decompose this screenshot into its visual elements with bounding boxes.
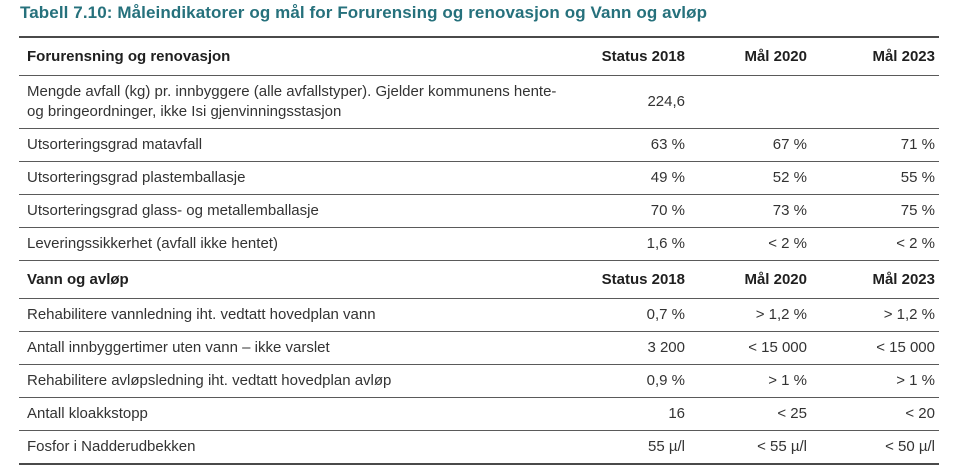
cell-status-2018: 70 % (650, 202, 685, 219)
cell-mal-2023: < 2 % (896, 235, 935, 252)
cell-status-2018: 16 (668, 405, 685, 422)
cell-status-2018: 55 µ/l (648, 438, 685, 455)
cell-status-2018: 49 % (650, 169, 685, 186)
table-row: Antall kloakkstopp 16 < 25 < 20 (19, 398, 939, 431)
table-row: Utsorteringsgrad plastemballasje 49 % 52… (19, 162, 939, 195)
cell-mal-2023: < 15 000 (876, 339, 935, 356)
column-header-status-2018: Status 2018 (601, 271, 685, 288)
row-label: Fosfor i Nadderudbekken (27, 438, 196, 455)
indicator-table: Forurensning og renovasjon Status 2018 M… (19, 36, 939, 465)
cell-mal-2020: 73 % (772, 202, 807, 219)
cell-mal-2020: 52 % (772, 169, 807, 186)
cell-status-2018: 63 % (650, 136, 685, 153)
row-label: Leveringssikkerhet (avfall ikke hentet) (27, 235, 278, 252)
section-title: Vann og avløp (27, 271, 129, 288)
cell-mal-2023: < 50 µ/l (885, 438, 935, 455)
cell-mal-2020: < 25 (777, 405, 807, 422)
cell-mal-2023: > 1,2 % (883, 306, 935, 323)
cell-mal-2020: < 15 000 (748, 339, 807, 356)
cell-status-2018: 224,6 (647, 93, 685, 110)
table-row: Leveringssikkerhet (avfall ikke hentet) … (19, 228, 939, 261)
table-row: Rehabilitere avløpsledning iht. vedtatt … (19, 365, 939, 398)
cell-status-2018: 3 200 (647, 339, 685, 356)
cell-status-2018: 0,7 % (646, 306, 685, 323)
cell-mal-2023: > 1 % (896, 372, 935, 389)
row-label: Rehabilitere vannledning iht. vedtatt ho… (27, 306, 376, 323)
table-row: Utsorteringsgrad glass- og metallemballa… (19, 195, 939, 228)
cell-status-2018: 0,9 % (646, 372, 685, 389)
column-header-status-2018: Status 2018 (601, 48, 685, 65)
cell-mal-2023 (811, 76, 939, 129)
row-label: Mengde avfall (kg) pr. innbyggere (alle … (19, 76, 577, 129)
row-label: Rehabilitere avløpsledning iht. vedtatt … (27, 372, 392, 389)
column-header-mal-2023: Mål 2023 (872, 271, 935, 288)
column-header-mal-2020: Mål 2020 (744, 48, 807, 65)
row-label: Utsorteringsgrad glass- og metallemballa… (27, 202, 319, 219)
cell-mal-2020: 67 % (772, 136, 807, 153)
row-label: Antall kloakkstopp (27, 405, 148, 422)
table-row: Rehabilitere vannledning iht. vedtatt ho… (19, 299, 939, 332)
table-row: Fosfor i Nadderudbekken 55 µ/l < 55 µ/l … (19, 431, 939, 464)
cell-mal-2020: > 1,2 % (755, 306, 807, 323)
row-label-text: Mengde avfall (kg) pr. innbyggere (alle … (27, 83, 557, 120)
row-label: Antall innbyggertimer uten vann – ikke v… (27, 339, 330, 356)
cell-status-2018: 1,6 % (646, 235, 685, 252)
column-header-mal-2023: Mål 2023 (872, 48, 935, 65)
cell-mal-2020 (689, 76, 811, 129)
section-header-row: Vann og avløp Status 2018 Mål 2020 Mål 2… (19, 261, 939, 299)
table-row: Mengde avfall (kg) pr. innbyggere (alle … (19, 76, 939, 129)
cell-mal-2020: < 55 µ/l (757, 438, 807, 455)
cell-mal-2023: 71 % (900, 136, 935, 153)
section-header-row: Forurensning og renovasjon Status 2018 M… (19, 37, 939, 76)
table-row: Utsorteringsgrad matavfall 63 % 67 % 71 … (19, 129, 939, 162)
table-row: Antall innbyggertimer uten vann – ikke v… (19, 332, 939, 365)
table-caption: Tabell 7.10: Måleindikatorer og mål for … (20, 3, 708, 22)
cell-mal-2023: 55 % (900, 169, 935, 186)
row-label: Utsorteringsgrad matavfall (27, 136, 203, 153)
cell-mal-2023: 75 % (900, 202, 935, 219)
cell-mal-2023: < 20 (905, 405, 935, 422)
row-label: Utsorteringsgrad plastemballasje (27, 169, 246, 186)
column-header-mal-2020: Mål 2020 (744, 271, 807, 288)
cell-mal-2020: < 2 % (768, 235, 807, 252)
section-title: Forurensning og renovasjon (27, 48, 231, 65)
cell-mal-2020: > 1 % (768, 372, 807, 389)
